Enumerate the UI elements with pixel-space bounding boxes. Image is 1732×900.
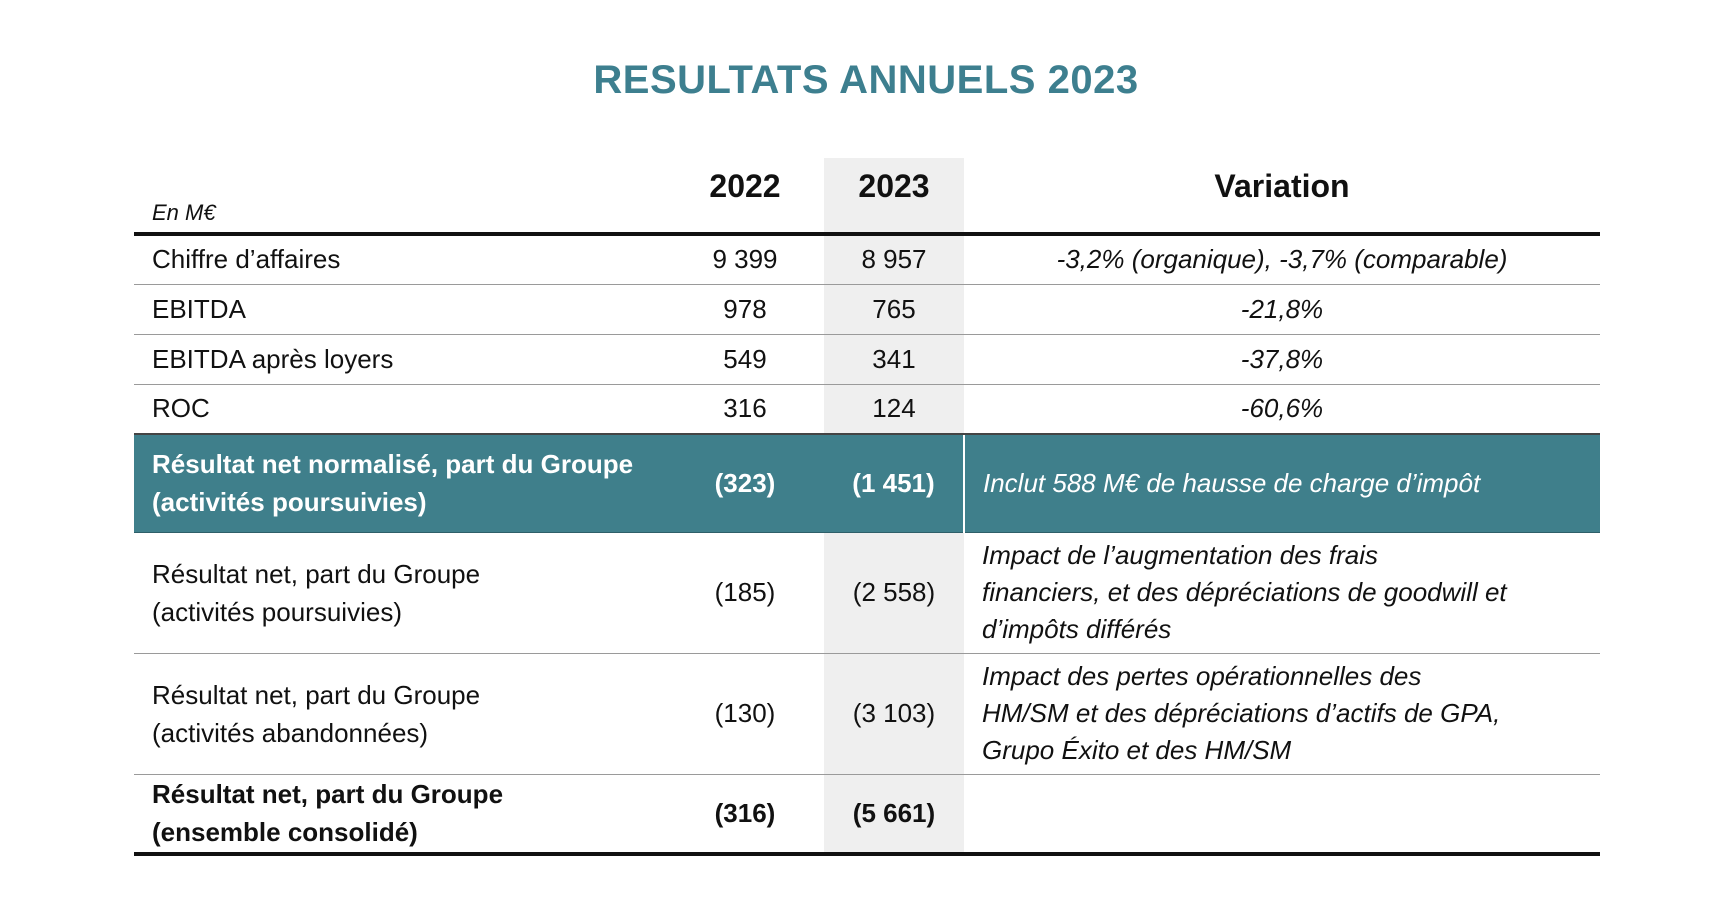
row-label: EBITDA après loyers — [134, 334, 666, 385]
row-label-line: (activités abandonnées) — [152, 717, 429, 748]
value-2023: (5 661) — [824, 774, 964, 856]
value-2023: (1 451) — [824, 434, 964, 533]
variation-line: Impact de l’augmentation des frais — [982, 540, 1378, 570]
value-2023: 765 — [824, 284, 964, 335]
value-2022: (130) — [666, 653, 824, 775]
row-label: Résultat net, part du Groupe (activités … — [134, 532, 666, 654]
results-table: En M€ 2022 2023 Variation Chiffre d’affa… — [134, 158, 1600, 856]
variation-text — [964, 774, 1600, 856]
variation-text: -3,2% (organique), -3,7% (comparable) — [964, 234, 1600, 285]
row-label: EBITDA — [134, 284, 666, 335]
value-2022: 549 — [666, 334, 824, 385]
row-label-line: (ensemble consolidé) — [152, 817, 418, 848]
variation-text: Impact de l’augmentation des frais finan… — [964, 532, 1600, 654]
variation-text: -60,6% — [964, 384, 1600, 435]
row-label-line: Résultat net normalisé, part du Groupe — [152, 449, 634, 480]
row-label: Résultat net, part du Groupe (ensemble c… — [134, 774, 666, 856]
value-2022: (323) — [666, 434, 824, 533]
variation-line: HM/SM et des dépréciations d’actifs de G… — [982, 698, 1501, 728]
total-row: Résultat net, part du Groupe (ensemble c… — [134, 774, 1600, 856]
variation-line: d’impôts différés — [982, 614, 1172, 644]
column-header-variation: Variation — [964, 158, 1600, 236]
table-row: Résultat net, part du Groupe (activités … — [134, 653, 1600, 775]
highlight-row: Résultat net normalisé, part du Groupe (… — [134, 434, 1600, 533]
value-2022: (185) — [666, 532, 824, 654]
value-2022: 316 — [666, 384, 824, 435]
table-row: Résultat net, part du Groupe (activités … — [134, 532, 1600, 654]
value-2023: (3 103) — [824, 653, 964, 775]
table-row: EBITDA après loyers 549 341 -37,8% — [134, 334, 1600, 385]
row-label: Résultat net normalisé, part du Groupe (… — [134, 434, 666, 533]
table-row: EBITDA 978 765 -21,8% — [134, 284, 1600, 335]
value-2022: 978 — [666, 284, 824, 335]
row-label: Chiffre d’affaires — [134, 234, 666, 285]
table-row: ROC 316 124 -60,6% — [134, 384, 1600, 435]
row-label-line: (activités poursuivies) — [152, 596, 402, 627]
unit-label: En M€ — [134, 158, 666, 236]
variation-line: Impact des pertes opérationnelles des — [982, 661, 1422, 691]
row-label: Résultat net, part du Groupe (activités … — [134, 653, 666, 775]
value-2022: (316) — [666, 774, 824, 856]
variation-text: -37,8% — [964, 334, 1600, 385]
row-label-line: (activités poursuivies) — [152, 487, 427, 518]
value-2023: 8 957 — [824, 234, 964, 285]
value-2023: (2 558) — [824, 532, 964, 654]
variation-text: -21,8% — [964, 284, 1600, 335]
variation-line: Grupo Éxito et des HM/SM — [982, 735, 1292, 765]
column-header-2022: 2022 — [666, 158, 824, 236]
table-row: Chiffre d’affaires 9 399 8 957 -3,2% (or… — [134, 234, 1600, 285]
row-label-line: Résultat net, part du Groupe — [152, 779, 504, 810]
row-label-line: Résultat net, part du Groupe — [152, 679, 481, 710]
row-label-line: Résultat net, part du Groupe — [152, 558, 481, 589]
variation-text: Impact des pertes opérationnelles des HM… — [964, 653, 1600, 775]
variation-text: Inclut 588 M€ de hausse de charge d’impô… — [963, 434, 1600, 533]
page-title: RESULTATS ANNUELS 2023 — [593, 58, 1139, 102]
value-2023: 341 — [824, 334, 964, 385]
column-header-2023: 2023 — [824, 158, 964, 236]
table-header-row: En M€ 2022 2023 Variation — [134, 158, 1600, 236]
value-2022: 9 399 — [666, 234, 824, 285]
row-label: ROC — [134, 384, 666, 435]
variation-line: financiers, et des dépréciations de good… — [982, 577, 1507, 607]
value-2023: 124 — [824, 384, 964, 435]
